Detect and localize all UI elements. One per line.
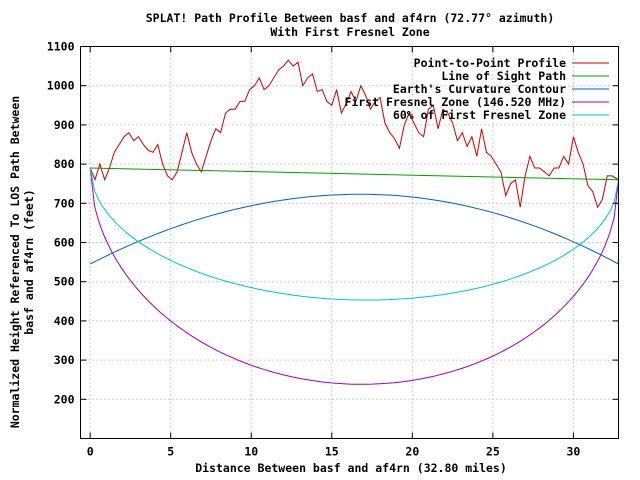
y-tick-label: 700: [54, 196, 75, 210]
x-tick-label: 10: [244, 445, 258, 459]
legend-label: Line of Sight Path: [441, 69, 566, 83]
y-tick-label: 900: [54, 118, 75, 132]
y-tick-label: 300: [54, 353, 75, 367]
y-tick-label: 600: [54, 236, 75, 250]
y-tick-label: 400: [54, 314, 75, 328]
chart-subtitle: With First Fresnel Zone: [270, 25, 429, 39]
y-tick-label: 800: [54, 157, 75, 171]
grid: [80, 46, 619, 439]
x-axis-label: Distance Between basf and af4rn (32.80 m…: [195, 461, 507, 475]
ticks: 0 5 10 15 20 25 30 200 300 400 500 600 700 800 900 1000…: [47, 40, 619, 459]
x-tick-label: 15: [325, 445, 339, 459]
legend-label: Earth's Curvature Contour: [393, 82, 566, 96]
y-axis-label: Normalized Height Referenced To LOS Path…: [8, 96, 22, 428]
x-tick-label: 30: [566, 445, 580, 459]
x-tick-label: 25: [486, 445, 500, 459]
series-earth-curvature: [89, 193, 619, 265]
legend-label: Point-to-Point Profile: [414, 56, 566, 70]
y-axis-label-line2: basf and af4rn (feet): [22, 189, 36, 334]
y-tick-label: 200: [54, 392, 75, 406]
series-line-of-sight: [90, 167, 619, 181]
x-tick-label: 5: [167, 445, 174, 459]
series-layer: [89, 59, 619, 385]
series-terrain-profile: [89, 59, 619, 209]
chart-title: SPLAT! Path Profile Between basf and af4…: [146, 11, 555, 25]
x-tick-label: 0: [87, 445, 94, 459]
y-tick-label: 1100: [47, 40, 75, 54]
x-tick-label: 20: [405, 445, 419, 459]
legend-label: 60% of First Fresnel Zone: [393, 108, 566, 122]
series-fresnel-zone: [89, 167, 619, 385]
y-tick-label: 1000: [47, 79, 75, 93]
series-fresnel-60: [89, 167, 619, 301]
legend-label: First Fresnel Zone (146.520 MHz): [344, 95, 566, 109]
y-tick-label: 500: [54, 275, 75, 289]
